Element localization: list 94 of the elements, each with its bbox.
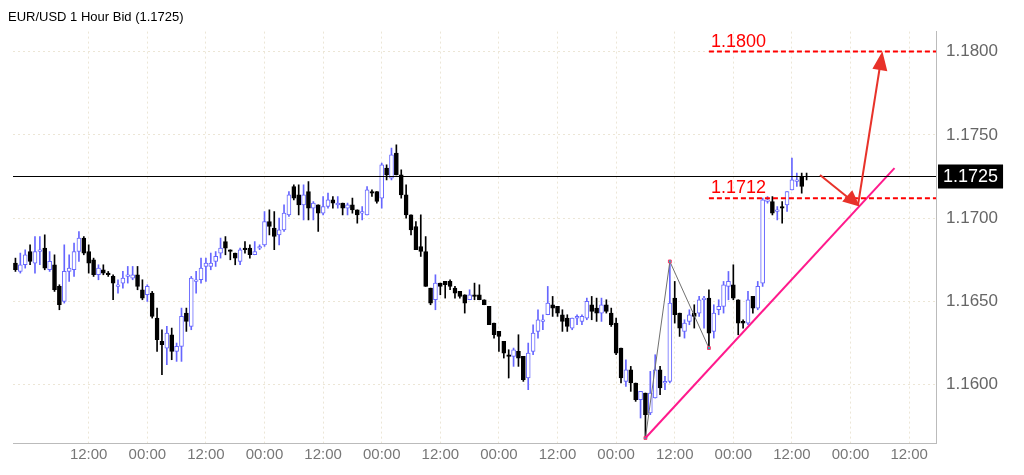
candlestick (115, 279, 121, 294)
candlestick (184, 307, 189, 332)
candlestick (511, 347, 516, 367)
candlestick (516, 334, 521, 367)
candlestick (550, 296, 555, 317)
candlestick (47, 251, 52, 272)
candlestick (301, 184, 306, 221)
candlestick (130, 266, 135, 281)
candlestick (662, 376, 668, 391)
ref-line-label: 1.1800 (710, 30, 766, 51)
candlestick (271, 211, 277, 251)
ref-line-label: 1.1712 (710, 177, 766, 198)
candlestick (477, 284, 482, 301)
candlestick (506, 349, 512, 379)
candlestick (794, 172, 800, 187)
y-tick-label: 1.1650 (946, 291, 998, 311)
candlestick (306, 181, 311, 221)
candlestick (96, 264, 101, 281)
ref-line-label: 1.1725 (943, 166, 999, 187)
candlestick (574, 314, 580, 326)
candlestick (774, 206, 780, 221)
candlestick (213, 251, 218, 267)
candlestick (57, 284, 62, 311)
candlestick (594, 297, 599, 322)
y-tick-label: 1.1800 (946, 41, 998, 61)
candlestick (340, 202, 345, 216)
x-tick-label: 12:00 (69, 445, 108, 463)
candlestick (599, 297, 604, 322)
x-tick-label: 00:00 (597, 445, 635, 463)
candlestick (311, 201, 316, 221)
candlestick (227, 249, 233, 261)
candlestick (726, 271, 731, 301)
chart-title: EUR/USD 1 Hour Bid (1.1725) (8, 9, 184, 25)
candlestick (296, 184, 302, 216)
y-tick-label: 1.1700 (946, 207, 998, 227)
x-tick-label: 12:00 (304, 445, 342, 463)
candlestick (389, 147, 394, 181)
x-tick-label: 00:00 (245, 445, 284, 463)
candlestick (442, 281, 448, 299)
candlestick (428, 287, 433, 306)
candlestick (731, 264, 736, 301)
candlestick (467, 289, 472, 301)
candlestick (218, 237, 223, 259)
x-tick-label: 12:00 (890, 445, 928, 463)
x-tick-label: 12:00 (655, 445, 694, 463)
candlestick (179, 307, 184, 362)
x-tick-label: 00:00 (480, 445, 518, 463)
candlestick (52, 254, 57, 292)
x-tick-label: 00:00 (362, 445, 401, 463)
candlestick (521, 356, 526, 382)
x-tick-label: 12:00 (773, 445, 811, 463)
candlestick (555, 306, 560, 317)
candlestick (267, 209, 272, 236)
candlestick (223, 236, 228, 256)
candlestick (433, 274, 438, 311)
candlestick (540, 314, 546, 331)
x-tick-label: 00:00 (831, 445, 870, 463)
candlestick (13, 257, 18, 272)
candlestick (437, 282, 443, 296)
candlestick (604, 299, 609, 314)
candlestick (257, 244, 262, 251)
point (667, 259, 672, 264)
candlestick (472, 282, 477, 301)
candlestick (140, 279, 145, 301)
candlestick (560, 309, 565, 332)
candlestick (638, 391, 643, 419)
x-tick-label: 00:00 (128, 445, 167, 463)
candlestick (418, 214, 424, 257)
candlestick (716, 299, 722, 316)
point (707, 346, 711, 350)
x-tick-label: 12:00 (538, 445, 577, 463)
candlestick (760, 197, 765, 287)
candlestick (770, 196, 775, 216)
candlestick (687, 309, 692, 326)
candlestick (174, 342, 179, 362)
candlestick (721, 281, 726, 314)
candlestick (17, 252, 23, 274)
candlestick (101, 264, 106, 276)
candlestick (37, 236, 43, 266)
candlestick (682, 319, 687, 339)
y-tick-label: 1.1600 (946, 374, 998, 394)
candlestick (423, 236, 428, 287)
candlestick (135, 266, 140, 291)
candlestick (125, 266, 131, 284)
candlestick (345, 202, 350, 216)
x-tick-label: 12:00 (421, 445, 460, 463)
candlestick (208, 252, 214, 271)
y-tick-label: 1.1750 (946, 124, 998, 144)
x-tick-label: 00:00 (714, 445, 753, 463)
x-tick-label: 12:00 (187, 445, 225, 463)
candlestick (633, 382, 638, 402)
candlestick (262, 211, 267, 247)
candlestick (350, 197, 355, 214)
candlestick (779, 201, 785, 224)
